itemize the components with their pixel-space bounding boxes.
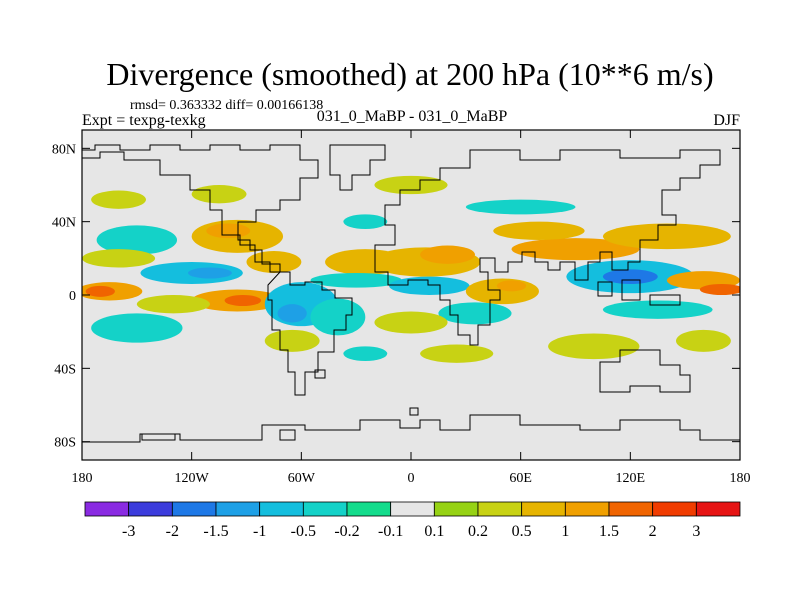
- field-region-23: [389, 276, 470, 296]
- colorbar-box-3: [215, 501, 261, 517]
- colorbar-label-13: 3: [692, 523, 700, 540]
- field-region-17: [264, 329, 320, 352]
- field-region-32: [602, 300, 713, 319]
- colorbar-label-2: -1.5: [203, 523, 228, 540]
- colorbar-box-0: [84, 501, 130, 517]
- colorbar-box-2: [171, 501, 217, 517]
- x-tick-label-0: 180: [72, 471, 93, 486]
- coastline-antarctica: [82, 414, 740, 443]
- coastline-small-islands: [141, 369, 419, 441]
- field-region-31: [699, 284, 740, 295]
- field-region-38: [465, 199, 576, 215]
- stats-label: rmsd= 0.363332 diff= 0.00166138: [130, 98, 323, 113]
- x-tick-label-6: 180: [730, 471, 751, 486]
- colorbar-label-12: 2: [649, 523, 657, 540]
- colorbar-box-13: [652, 501, 697, 517]
- x-tick-label-2: 60W: [288, 471, 316, 486]
- colorbar-box-8: [433, 501, 479, 517]
- field-region-3: [224, 295, 262, 306]
- y-tick-label-1: 40N: [52, 216, 76, 231]
- field-region-22: [420, 245, 475, 264]
- colorbar-label-7: 0.1: [424, 523, 444, 540]
- axes: 180 120W 60W 0 60E 120E 180 80N 40N 0 40S 80S: [52, 130, 751, 486]
- field-region-15: [277, 304, 307, 323]
- field-region-37: [676, 329, 731, 352]
- coastline-australia: [599, 349, 691, 393]
- field-region-13: [82, 249, 156, 268]
- field-region-36: [548, 333, 640, 360]
- colorbar-box-7: [390, 501, 435, 517]
- colorbar-label-0: -3: [122, 523, 135, 540]
- x-tick-label-3: 0: [408, 471, 415, 486]
- field-region-1: [85, 285, 115, 297]
- x-tick-label-1: 120W: [175, 471, 210, 486]
- colorbar-box-5: [302, 501, 348, 517]
- expt-label: Expt = texpg-texkg: [82, 112, 206, 129]
- colorbar-label-6: -0.1: [378, 523, 403, 540]
- colorbar-label-1: -2: [166, 523, 179, 540]
- colorbar-label-9: 0.5: [512, 523, 532, 540]
- colorbar-box-6: [346, 501, 392, 517]
- field-region-33: [511, 238, 640, 261]
- field-region-25: [496, 280, 527, 292]
- colorbar-label-3: -1: [253, 523, 266, 540]
- field-region-42: [343, 346, 388, 361]
- coastline-indonesia: [597, 279, 681, 306]
- case-label: 031_0_MaBP - 031_0_MaBP: [317, 108, 508, 125]
- field-region-12: [191, 185, 247, 204]
- field-region-10: [206, 223, 251, 239]
- field-region-29: [602, 269, 658, 284]
- colorbar-box-4: [259, 501, 304, 517]
- colorbar-box-11: [564, 501, 610, 517]
- coastline-eurasia-africa: [374, 149, 721, 346]
- field-region-7: [188, 267, 232, 279]
- colorbar-label-10: 1: [561, 523, 569, 540]
- x-tick-label-4: 60E: [509, 471, 532, 486]
- coastline-north-america: [82, 144, 319, 273]
- field-region-8: [96, 225, 178, 255]
- field-region-26: [438, 302, 512, 325]
- colorbar-box-14: [695, 501, 741, 517]
- colorbar-label-5: -0.2: [334, 523, 359, 540]
- coastline-south-america: [267, 271, 353, 396]
- colorbar-box-12: [608, 501, 654, 517]
- coastlines: [82, 144, 740, 443]
- colorbar-box-9: [477, 501, 523, 517]
- field-region-41: [420, 344, 494, 363]
- y-tick-label-4: 80S: [54, 436, 76, 451]
- x-tick-label-5: 120E: [616, 471, 646, 486]
- field-region-11: [91, 190, 146, 209]
- colorbar-label-4: -0.5: [291, 523, 316, 540]
- season-label: DJF: [713, 112, 740, 129]
- y-tick-label-0: 80N: [52, 142, 76, 157]
- field-region-4: [136, 295, 210, 314]
- field-region-39: [374, 175, 448, 195]
- colorbar-box-10: [521, 501, 566, 517]
- field-region-5: [91, 313, 183, 343]
- colorbar-label-11: 1.5: [599, 523, 619, 540]
- chart-title: Divergence (smoothed) at 200 hPa (10**6 …: [106, 56, 713, 92]
- contour-field: [82, 175, 740, 363]
- colorbar-label-8: 0.2: [468, 523, 488, 540]
- field-region-27: [374, 311, 448, 334]
- y-tick-label-2: 0: [69, 289, 76, 304]
- field-region-18: [246, 251, 302, 273]
- field-region-34: [493, 221, 585, 240]
- field-region-35: [602, 223, 731, 250]
- y-tick-label-3: 40S: [54, 362, 76, 377]
- colorbar-box-1: [128, 501, 173, 517]
- field-region-40: [343, 214, 388, 230]
- coastline-greenland: [329, 144, 386, 191]
- field-region-20: [310, 273, 402, 288]
- colorbar: -3 -2 -1.5 -1 -0.5 -0.2 -0.1 0.1 0.2 0.5 1 1.5 2 3: [84, 501, 741, 540]
